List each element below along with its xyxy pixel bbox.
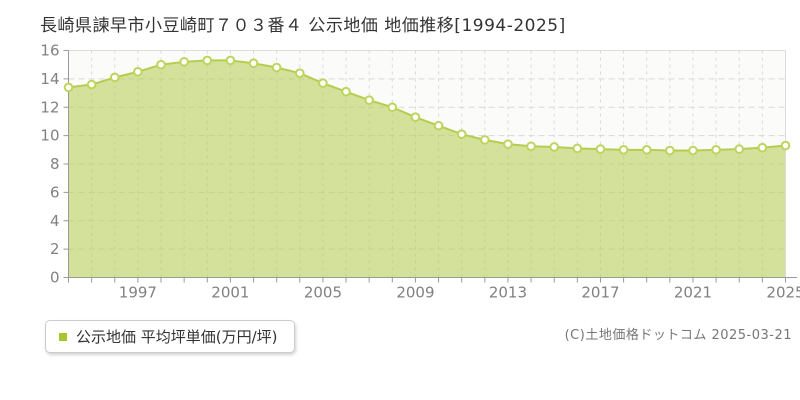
data-point [503, 139, 513, 149]
data-point [780, 140, 791, 151]
y-axis-tick-label: 0 [50, 269, 60, 287]
x-axis-tick-label: 2009 [396, 284, 434, 302]
data-point [641, 145, 652, 155]
x-axis-tick-label: 2013 [489, 284, 527, 302]
y-axis-tick-label: 10 [40, 127, 59, 145]
data-point [480, 135, 490, 145]
y-axis-tick-label: 12 [40, 98, 59, 116]
y-axis-tick-label: 8 [50, 155, 60, 173]
data-point [364, 95, 374, 105]
data-point [202, 55, 213, 66]
x-axis-tick-label: 2001 [211, 284, 249, 302]
data-point [387, 102, 398, 113]
y-axis-tick-label: 16 [40, 42, 59, 60]
data-point [526, 141, 536, 152]
data-point [318, 78, 328, 88]
data-point [294, 68, 305, 78]
data-point [618, 145, 629, 155]
data-point [86, 79, 97, 90]
data-point [248, 58, 259, 69]
data-point [734, 144, 745, 154]
data-point [109, 72, 120, 83]
data-point [688, 145, 698, 156]
data-point [63, 82, 74, 93]
data-point [549, 142, 560, 152]
legend-label: 公示地価 平均坪単価(万円/坪) [76, 328, 278, 346]
x-axis-tick-label: 2021 [674, 284, 712, 302]
copyright-text: (C)土地価格ドットコム 2025-03-21 [564, 328, 792, 343]
series-marker-icon [59, 332, 67, 341]
data-point [456, 129, 467, 140]
legend: 公示地価 平均坪単価(万円/坪) [45, 320, 295, 353]
data-point [665, 145, 675, 156]
data-point [341, 86, 351, 97]
y-axis-tick-label: 4 [50, 212, 60, 230]
x-axis-tick-label: 1997 [119, 284, 157, 302]
data-point [271, 62, 282, 73]
chart-title: 長崎県諫早市小豆崎町７０３番４ 公示地価 地価推移[1994-2025] [40, 16, 566, 36]
data-point [595, 144, 606, 154]
data-point [433, 120, 444, 131]
y-axis-tick-label: 14 [40, 70, 59, 88]
data-point [225, 55, 236, 66]
data-point [757, 142, 768, 153]
area-fill [68, 60, 786, 278]
data-point [133, 66, 143, 77]
data-point [156, 59, 166, 70]
data-point [410, 112, 421, 122]
data-point [572, 143, 583, 154]
x-axis-tick-label: 2017 [581, 284, 619, 302]
x-axis-tick-label: 2025 [766, 284, 800, 302]
data-point [179, 57, 189, 67]
x-axis-tick-label: 2005 [304, 284, 342, 302]
y-axis-tick-label: 2 [50, 240, 60, 258]
y-axis-tick-label: 6 [50, 183, 60, 201]
data-point [711, 145, 721, 155]
